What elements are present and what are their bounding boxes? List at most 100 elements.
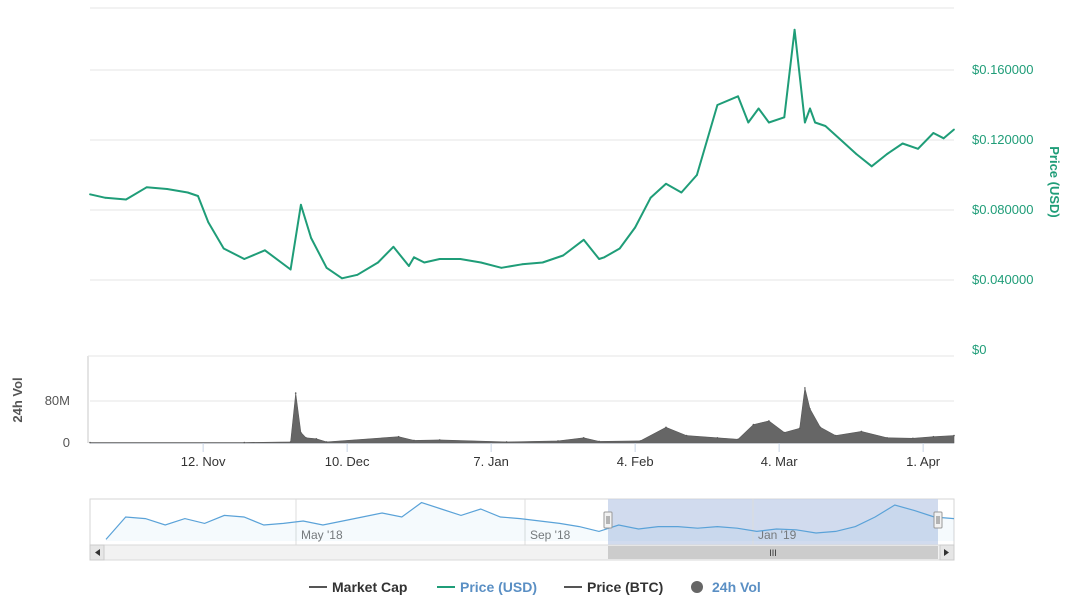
- price-data-point[interactable]: [166, 188, 169, 190]
- price-data-point[interactable]: [824, 125, 827, 127]
- volume-data-point[interactable]: [953, 434, 955, 437]
- price-data-point[interactable]: [541, 261, 544, 264]
- volume-data-point[interactable]: [582, 437, 585, 439]
- volume-data-point[interactable]: [798, 427, 801, 430]
- price-data-point[interactable]: [459, 258, 462, 260]
- price-data-point[interactable]: [480, 261, 482, 264]
- price-data-point[interactable]: [809, 107, 811, 110]
- price-data-point[interactable]: [243, 258, 246, 260]
- price-data-point[interactable]: [300, 203, 302, 206]
- volume-data-point[interactable]: [325, 441, 328, 443]
- price-line-series[interactable]: [89, 28, 955, 280]
- legend[interactable]: Market Cap Price (USD) Price (BTC) 24h Vol: [309, 579, 761, 595]
- price-data-point[interactable]: [423, 261, 426, 264]
- volume-data-point[interactable]: [932, 435, 935, 438]
- price-data-point[interactable]: [603, 256, 606, 259]
- price-data-point[interactable]: [716, 104, 719, 106]
- volume-data-point[interactable]: [438, 439, 441, 441]
- price-data-point[interactable]: [325, 266, 328, 269]
- price-data-point[interactable]: [377, 261, 379, 264]
- volume-data-point[interactable]: [685, 434, 688, 437]
- price-data-point[interactable]: [901, 142, 904, 145]
- navigator-selection[interactable]: [608, 499, 938, 545]
- volume-data-point[interactable]: [413, 439, 415, 442]
- volume-data-point[interactable]: [557, 440, 559, 442]
- volume-data-point[interactable]: [289, 441, 292, 443]
- price-data-point[interactable]: [680, 191, 683, 194]
- navigator[interactable]: May '18 Sep '18 Jan '19: [89, 498, 955, 546]
- volume-series[interactable]: [89, 387, 955, 444]
- price-data-point[interactable]: [562, 254, 564, 257]
- price-data-point[interactable]: [89, 193, 91, 196]
- legend-label[interactable]: 24h Vol: [712, 579, 761, 595]
- scrollbar-thumb[interactable]: [608, 546, 938, 559]
- price-data-point[interactable]: [500, 266, 503, 269]
- price-series-line[interactable]: [89, 28, 955, 280]
- price-data-point[interactable]: [104, 196, 107, 199]
- volume-data-point[interactable]: [665, 426, 667, 429]
- volume-data-point[interactable]: [886, 437, 888, 439]
- volume-data-point[interactable]: [809, 408, 811, 410]
- price-data-point[interactable]: [310, 237, 312, 239]
- volume-data-point[interactable]: [89, 441, 91, 444]
- price-data-point[interactable]: [814, 121, 816, 124]
- price-data-point[interactable]: [197, 195, 199, 197]
- volume-data-point[interactable]: [834, 434, 837, 437]
- legend-item[interactable]: 24h Vol: [691, 579, 761, 595]
- price-data-point[interactable]: [649, 196, 652, 199]
- volume-data-point[interactable]: [243, 441, 246, 444]
- legend-label[interactable]: Market Cap: [332, 579, 407, 595]
- volume-data-point[interactable]: [397, 435, 400, 438]
- price-data-point[interactable]: [125, 198, 127, 201]
- price-data-point[interactable]: [356, 273, 359, 276]
- volume-data-point[interactable]: [912, 437, 914, 440]
- volume-data-point[interactable]: [783, 431, 786, 434]
- volume-data-point[interactable]: [639, 440, 642, 442]
- volume-area[interactable]: [89, 387, 955, 444]
- price-data-point[interactable]: [747, 121, 750, 124]
- volume-data-point[interactable]: [737, 438, 739, 441]
- price-data-point[interactable]: [783, 116, 786, 119]
- price-data-point[interactable]: [521, 263, 523, 266]
- price-data-point[interactable]: [413, 256, 415, 259]
- price-data-point[interactable]: [582, 238, 585, 241]
- price-data-point[interactable]: [953, 128, 955, 131]
- scrollbar[interactable]: III: [89, 544, 955, 561]
- volume-data-point[interactable]: [300, 431, 302, 434]
- price-data-point[interactable]: [757, 107, 760, 110]
- volume-data-point[interactable]: [294, 392, 297, 394]
- volume-data-point[interactable]: [505, 441, 508, 443]
- price-data-point[interactable]: [855, 153, 858, 155]
- price-data-point[interactable]: [289, 268, 292, 271]
- price-data-point[interactable]: [804, 121, 806, 124]
- volume-data-point[interactable]: [716, 437, 719, 439]
- legend-label[interactable]: Price (BTC): [587, 579, 663, 595]
- price-data-point[interactable]: [840, 139, 842, 141]
- price-data-point[interactable]: [598, 258, 600, 260]
- legend-label[interactable]: Price (USD): [460, 579, 537, 595]
- price-data-point[interactable]: [145, 186, 148, 189]
- price-data-point[interactable]: [886, 153, 888, 155]
- price-data-point[interactable]: [222, 247, 225, 250]
- navigator-handle[interactable]: [933, 511, 943, 529]
- price-data-point[interactable]: [634, 226, 636, 229]
- price-data-point[interactable]: [618, 247, 621, 250]
- volume-data-point[interactable]: [860, 430, 863, 433]
- volume-data-point[interactable]: [819, 426, 822, 429]
- price-data-point[interactable]: [932, 132, 935, 134]
- price-data-point[interactable]: [392, 245, 395, 248]
- volume-data-point[interactable]: [804, 387, 806, 389]
- volume-data-point[interactable]: [305, 437, 307, 439]
- price-data-point[interactable]: [408, 265, 410, 267]
- volume-data-point[interactable]: [752, 423, 755, 426]
- price-data-point[interactable]: [870, 165, 873, 168]
- price-data-point[interactable]: [917, 147, 919, 150]
- price-data-point[interactable]: [793, 28, 796, 31]
- navigator-handle[interactable]: [603, 511, 613, 529]
- price-data-point[interactable]: [186, 191, 189, 194]
- legend-item[interactable]: Price (BTC): [564, 579, 663, 595]
- price-data-point[interactable]: [341, 277, 343, 280]
- price-data-point[interactable]: [264, 249, 266, 252]
- price-data-point[interactable]: [942, 137, 945, 140]
- price-data-point[interactable]: [737, 95, 739, 98]
